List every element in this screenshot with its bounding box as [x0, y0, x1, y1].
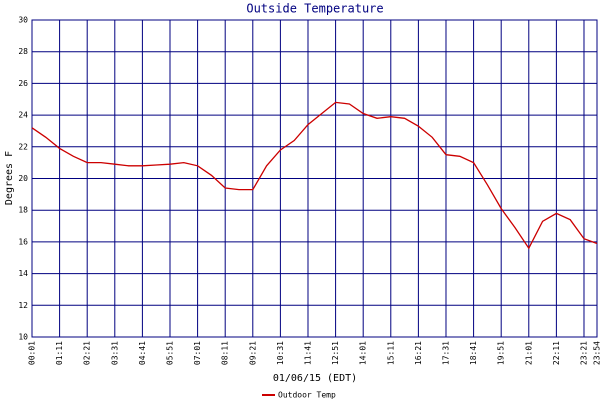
x-tick-label: 23:21: [579, 341, 588, 365]
legend-label: Outdoor Temp: [278, 391, 336, 400]
x-tick-label: 12:51: [331, 341, 340, 365]
y-tick-label: 20: [18, 174, 28, 183]
x-tick-label: 16:21: [414, 341, 423, 365]
x-axis-label: 01/06/15 (EDT): [273, 373, 357, 384]
x-tick-label: 17:31: [441, 341, 450, 365]
y-tick-label: 28: [18, 47, 28, 56]
x-tick-label: 08:11: [221, 341, 230, 365]
y-tick-label: 12: [18, 301, 28, 310]
x-tick-label: 05:51: [165, 341, 174, 365]
x-tick-label: 01:11: [55, 341, 64, 365]
x-tick-label: 04:41: [138, 341, 147, 365]
data-line: [31, 101, 598, 250]
y-tick-label: 24: [18, 111, 28, 120]
x-tick-label: 11:41: [303, 341, 312, 365]
y-tick-label: 30: [18, 16, 28, 25]
x-tick-label: 21:01: [524, 341, 533, 365]
y-tick-label: 18: [18, 206, 28, 215]
y-axis-label: Degrees F: [4, 151, 15, 205]
y-tick-label: 22: [18, 142, 28, 151]
x-tick-label: 18:41: [469, 341, 478, 365]
x-tick-label: 09:21: [248, 341, 257, 365]
y-tick-label: 26: [18, 79, 28, 88]
x-tick-label: 19:51: [497, 341, 506, 365]
chart-title: Outside Temperature: [246, 2, 383, 16]
y-tick-label: 14: [18, 269, 28, 278]
x-tick-label: 07:01: [193, 341, 202, 365]
x-tick-label: 00:01: [28, 341, 37, 365]
x-tick-label: 02:21: [83, 341, 92, 365]
x-tick-label: 15:11: [386, 341, 395, 365]
x-tick-label: 03:31: [110, 341, 119, 365]
x-tick-label: 14:01: [359, 341, 368, 365]
x-tick-label: 22:11: [552, 341, 561, 365]
y-tick-label: 16: [18, 237, 28, 246]
x-tick-label: 10:31: [276, 341, 285, 365]
y-tick-label: 10: [18, 333, 28, 342]
x-tick-label: 23:54: [593, 341, 600, 365]
